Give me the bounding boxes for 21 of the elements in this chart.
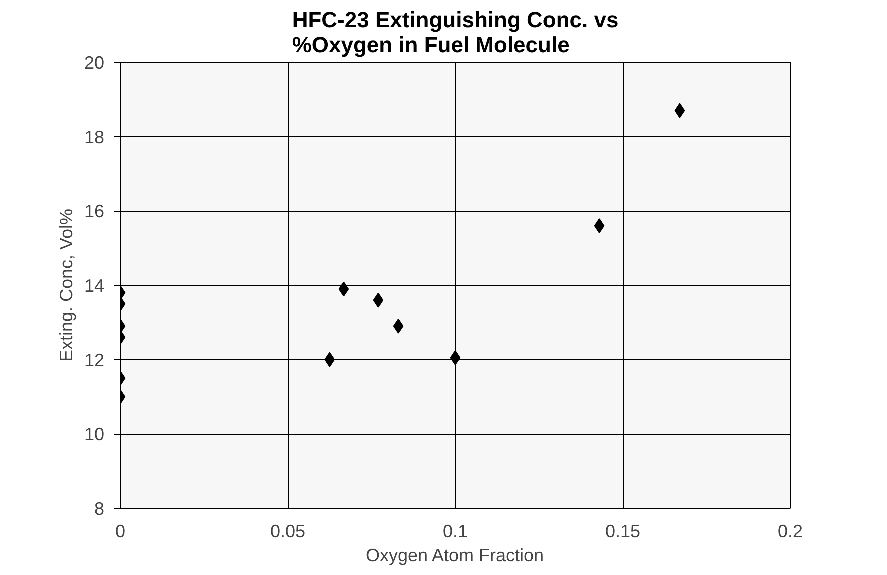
y-axis-title: Exting. Conc, Vol%: [56, 208, 76, 362]
x-axis-title: Oxygen Atom Fraction: [366, 546, 544, 566]
point: [373, 292, 384, 308]
point: [594, 218, 605, 234]
x-tick-label: 0.15: [605, 522, 641, 542]
y-tick-label: 10: [84, 424, 105, 445]
chart-title: HFC-23 Extinguishing Conc. vs %Oxygen in Fuel Molecule: [292, 8, 619, 58]
point: [450, 350, 461, 366]
y-tick-label: 16: [84, 202, 105, 222]
y-tick-label: 14: [84, 276, 105, 296]
point: [338, 282, 350, 297]
point: [393, 318, 404, 334]
y-tick-label: 20: [84, 53, 105, 73]
x-tick-label: 0.1: [442, 522, 468, 542]
y-tick-label: 12: [84, 350, 105, 370]
x-tick-label: 0.05: [270, 522, 306, 542]
x-tick-label: 0.2: [778, 522, 804, 542]
y-tick-label: 8: [94, 499, 105, 519]
x-tick-label: 0: [115, 522, 126, 542]
y-tick-label: 18: [84, 127, 105, 148]
point: [324, 352, 336, 368]
